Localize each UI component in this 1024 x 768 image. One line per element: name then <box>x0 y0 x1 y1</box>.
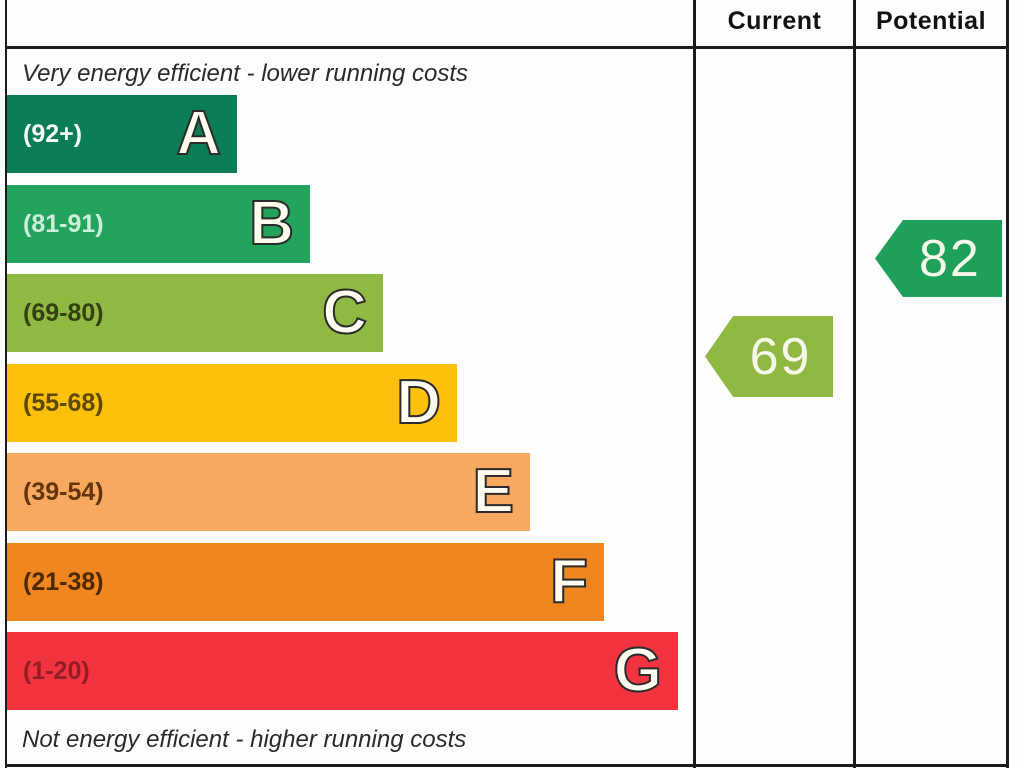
band-range-label: (69-80) <box>23 298 104 327</box>
table-border-bottom <box>5 764 1009 767</box>
potential-column-header: Potential <box>875 7 987 35</box>
band-row-e: (39-54) E <box>7 453 530 531</box>
band-range-label: (92+) <box>23 119 83 148</box>
band-range-label: (55-68) <box>23 388 104 417</box>
band-letter: D <box>395 368 442 437</box>
band-row-c: (69-80) C <box>7 274 383 352</box>
table-header-rule <box>5 46 1009 49</box>
table-divider-current-potential <box>853 0 856 768</box>
band-letter: C <box>321 278 368 347</box>
band-row-a: (92+) A <box>7 95 237 173</box>
band-letter: G <box>613 636 663 705</box>
band-letter: F <box>549 547 589 616</box>
potential-rating-arrow: 82 <box>875 220 1002 297</box>
table-divider-chart-current <box>693 0 696 768</box>
table-border-left <box>5 0 7 768</box>
band-row-g: (1-20) G <box>7 632 678 710</box>
table-border-right <box>1006 0 1009 768</box>
band-range-label: (39-54) <box>23 477 104 506</box>
potential-rating-value: 82 <box>919 229 981 288</box>
band-range-label: (21-38) <box>23 567 104 596</box>
current-rating-arrow: 69 <box>705 316 833 397</box>
band-letter: A <box>175 99 222 168</box>
band-range-label: (81-91) <box>23 209 104 238</box>
band-row-d: (55-68) D <box>7 364 457 442</box>
top-note: Very energy efficient - lower running co… <box>22 60 468 87</box>
current-column-header: Current <box>727 7 822 35</box>
current-rating-value: 69 <box>749 327 812 386</box>
bottom-note: Not energy efficient - higher running co… <box>22 726 467 753</box>
band-range-label: (1-20) <box>23 656 90 685</box>
band-letter: B <box>248 189 295 258</box>
band-letter: E <box>472 457 515 526</box>
band-row-b: (81-91) B <box>7 185 310 263</box>
band-row-f: (21-38) F <box>7 543 604 621</box>
